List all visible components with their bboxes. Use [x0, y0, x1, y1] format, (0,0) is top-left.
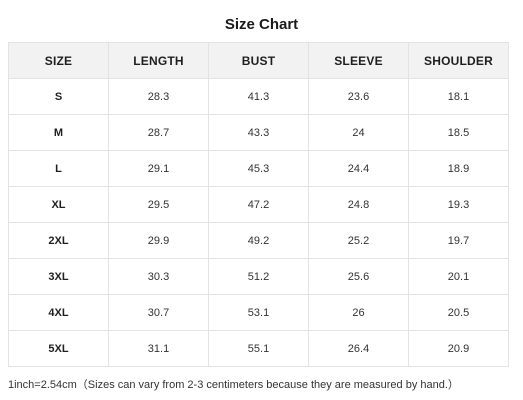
sleeve-cell: 26: [308, 294, 409, 331]
sleeve-cell: 24: [308, 114, 409, 151]
measurement-note: 1inch=2.54cm（Sizes can vary from 2-3 cen…: [8, 379, 459, 391]
sleeve-cell: 24.4: [308, 150, 409, 187]
bust-cell: 47.2: [208, 186, 309, 223]
header-size: SIZE: [8, 42, 109, 79]
table-row: 4XL 30.7 53.1 26 20.5: [8, 294, 509, 331]
size-cell: XL: [8, 186, 109, 223]
header-row: SIZE LENGTH BUST SLEEVE SHOULDER: [8, 42, 509, 79]
bust-cell: 51.2: [208, 258, 309, 295]
length-cell: 31.1: [108, 330, 209, 367]
bust-cell: 41.3: [208, 78, 309, 115]
shoulder-cell: 19.3: [408, 186, 509, 223]
size-cell: S: [8, 78, 109, 115]
header-shoulder: SHOULDER: [408, 42, 509, 79]
size-cell: 2XL: [8, 222, 109, 259]
table-row: S 28.3 41.3 23.6 18.1: [8, 78, 509, 115]
size-cell: 5XL: [8, 330, 109, 367]
table-row: 5XL 31.1 55.1 26.4 20.9: [8, 330, 509, 367]
sleeve-cell: 25.2: [308, 222, 409, 259]
table-row: XL 29.5 47.2 24.8 19.3: [8, 186, 509, 223]
bust-cell: 49.2: [208, 222, 309, 259]
bust-cell: 45.3: [208, 150, 309, 187]
size-chart-title: Size Chart: [224, 16, 299, 33]
shoulder-cell: 20.9: [408, 330, 509, 367]
length-cell: 30.7: [108, 294, 209, 331]
shoulder-cell: 18.5: [408, 114, 509, 151]
sleeve-cell: 26.4: [308, 330, 409, 367]
shoulder-cell: 18.9: [408, 150, 509, 187]
size-chart-table: SIZE LENGTH BUST SLEEVE SHOULDER S 28.3 …: [8, 42, 509, 367]
table-row: M 28.7 43.3 24 18.5: [8, 114, 509, 151]
length-cell: 28.3: [108, 78, 209, 115]
table-row: 3XL 30.3 51.2 25.6 20.1: [8, 258, 509, 295]
length-cell: 30.3: [108, 258, 209, 295]
shoulder-cell: 20.5: [408, 294, 509, 331]
sleeve-cell: 23.6: [308, 78, 409, 115]
shoulder-cell: 20.1: [408, 258, 509, 295]
header-bust: BUST: [208, 42, 309, 79]
header-sleeve: SLEEVE: [308, 42, 409, 79]
shoulder-cell: 18.1: [408, 78, 509, 115]
size-cell: M: [8, 114, 109, 151]
length-cell: 29.1: [108, 150, 209, 187]
bust-cell: 53.1: [208, 294, 309, 331]
length-cell: 29.9: [108, 222, 209, 259]
sleeve-cell: 24.8: [308, 186, 409, 223]
sleeve-cell: 25.6: [308, 258, 409, 295]
size-cell: 3XL: [8, 258, 109, 295]
header-length: LENGTH: [108, 42, 209, 79]
size-cell: 4XL: [8, 294, 109, 331]
size-cell: L: [8, 150, 109, 187]
bust-cell: 55.1: [208, 330, 309, 367]
length-cell: 28.7: [108, 114, 209, 151]
shoulder-cell: 19.7: [408, 222, 509, 259]
table-row: 2XL 29.9 49.2 25.2 19.7: [8, 222, 509, 259]
bust-cell: 43.3: [208, 114, 309, 151]
table-row: L 29.1 45.3 24.4 18.9: [8, 150, 509, 187]
length-cell: 29.5: [108, 186, 209, 223]
